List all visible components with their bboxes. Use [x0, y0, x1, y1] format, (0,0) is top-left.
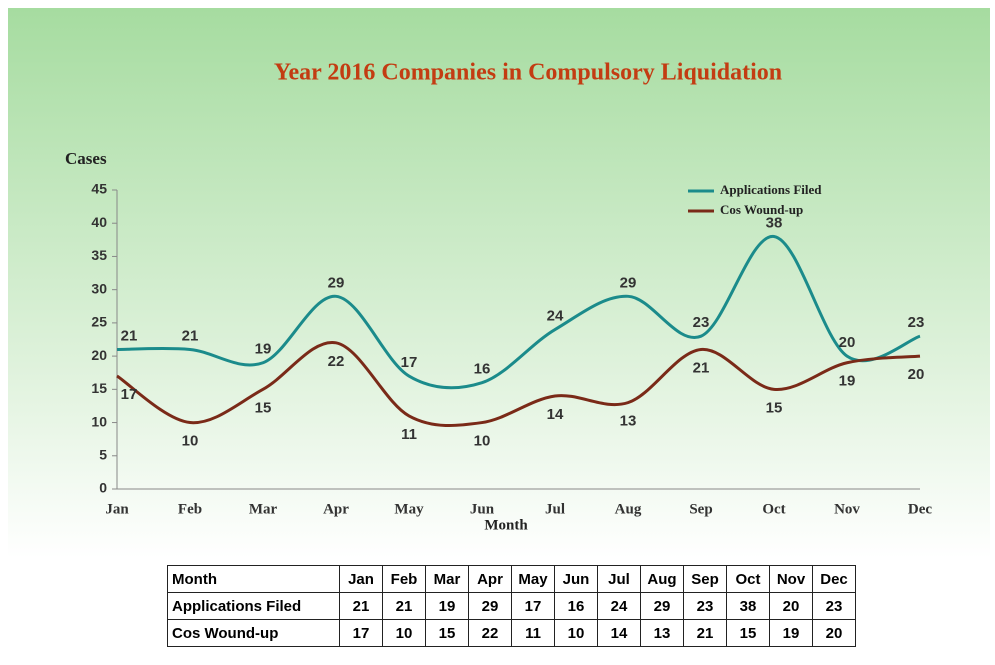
- data-label: 21: [693, 359, 710, 376]
- row-label: Applications Filed: [167, 592, 340, 620]
- table-value: 29: [640, 592, 684, 620]
- data-label: 29: [328, 274, 345, 291]
- table-month: Oct: [726, 565, 770, 593]
- table-month: Jan: [339, 565, 383, 593]
- y-tick-label: 35: [91, 247, 107, 263]
- table-month: Apr: [468, 565, 512, 593]
- y-tick-label: 20: [91, 347, 107, 363]
- x-axis-label: Month: [484, 517, 528, 533]
- y-tick-label: 40: [91, 214, 107, 230]
- table-value: 20: [769, 592, 813, 620]
- x-tick-label: Jul: [545, 501, 565, 517]
- y-tick-label: 25: [91, 314, 107, 330]
- table-header: Month: [167, 565, 340, 593]
- y-tick-label: 0: [99, 480, 107, 496]
- table-value: 13: [640, 619, 684, 647]
- data-label: 15: [766, 399, 783, 416]
- legend-label: Applications Filed: [720, 182, 822, 197]
- data-label: 11: [401, 426, 417, 443]
- table-value: 11: [511, 619, 555, 647]
- x-tick-label: Sep: [689, 501, 712, 517]
- x-tick-label: Dec: [908, 501, 932, 517]
- table-value: 29: [468, 592, 512, 620]
- table-value: 19: [425, 592, 469, 620]
- table-month: Dec: [812, 565, 856, 593]
- table-month: Sep: [683, 565, 727, 593]
- table-value: 21: [382, 592, 426, 620]
- x-tick-label: Aug: [615, 501, 642, 517]
- data-label: 20: [839, 334, 856, 351]
- table-month: May: [511, 565, 555, 593]
- table-month: Nov: [769, 565, 813, 593]
- x-tick-label: Oct: [762, 501, 785, 517]
- data-label: 16: [474, 361, 491, 378]
- data-label: 19: [839, 373, 856, 390]
- data-label: 38: [766, 214, 783, 231]
- table-month: Jul: [597, 565, 641, 593]
- legend-label: Cos Wound-up: [720, 202, 803, 217]
- table-value: 19: [769, 619, 813, 647]
- table-value: 17: [339, 619, 383, 647]
- data-label: 29: [620, 274, 637, 291]
- y-tick-label: 30: [91, 280, 107, 296]
- table-value: 10: [382, 619, 426, 647]
- data-table: Month Jan Feb Mar Apr May Jun Jul Aug Sep Oct Nov De…: [167, 565, 856, 647]
- series-line: [116, 341, 921, 428]
- data-label: 14: [547, 406, 564, 423]
- table-value: 38: [726, 592, 770, 620]
- table-value: 21: [339, 592, 383, 620]
- chart-title: Year 2016 Companies in Compulsory Liquid…: [274, 60, 782, 86]
- background: [8, 8, 990, 558]
- data-label: 23: [693, 314, 710, 331]
- y-tick-label: 15: [91, 380, 107, 396]
- data-label: 23: [908, 314, 925, 331]
- y-tick-label: 10: [91, 413, 107, 429]
- x-tick-label: Nov: [834, 501, 860, 517]
- data-label: 24: [547, 308, 564, 325]
- table-value: 16: [554, 592, 598, 620]
- table-value: 15: [425, 619, 469, 647]
- y-tick-label: 5: [99, 446, 107, 462]
- data-label: 10: [182, 433, 199, 450]
- table-value: 17: [511, 592, 555, 620]
- x-tick-label: Mar: [249, 501, 278, 517]
- table-month: Aug: [640, 565, 684, 593]
- table-value: 24: [597, 592, 641, 620]
- y-axis-label: Cases: [65, 149, 107, 168]
- y-tick-label: 45: [91, 181, 107, 197]
- table-month: Jun: [554, 565, 598, 593]
- table-value: 23: [812, 592, 856, 620]
- table-value: 15: [726, 619, 770, 647]
- row-label: Cos Wound-up: [167, 619, 340, 647]
- x-tick-label: May: [394, 501, 424, 517]
- chart: Year 2016 Companies in Compulsory Liquid…: [8, 8, 990, 558]
- table-value: 21: [683, 619, 727, 647]
- table-value: 20: [812, 619, 856, 647]
- x-tick-label: Apr: [323, 501, 349, 517]
- table-value: 22: [468, 619, 512, 647]
- data-label: 22: [328, 353, 345, 370]
- table-month: Mar: [425, 565, 469, 593]
- x-tick-label: Jan: [105, 501, 129, 517]
- series-line: [116, 235, 921, 390]
- data-label: 20: [908, 366, 925, 383]
- table-value: 14: [597, 619, 641, 647]
- data-label: 17: [121, 386, 138, 403]
- data-label: 21: [121, 327, 138, 344]
- x-tick-label: Jun: [470, 501, 495, 517]
- table-value: 10: [554, 619, 598, 647]
- data-label: 10: [474, 433, 491, 450]
- data-label: 21: [182, 327, 199, 344]
- data-label: 17: [401, 354, 418, 371]
- data-label: 15: [255, 399, 272, 416]
- x-tick-label: Feb: [178, 501, 202, 517]
- data-label: 13: [620, 413, 637, 430]
- table-month: Feb: [382, 565, 426, 593]
- table-value: 23: [683, 592, 727, 620]
- data-label: 19: [255, 341, 272, 358]
